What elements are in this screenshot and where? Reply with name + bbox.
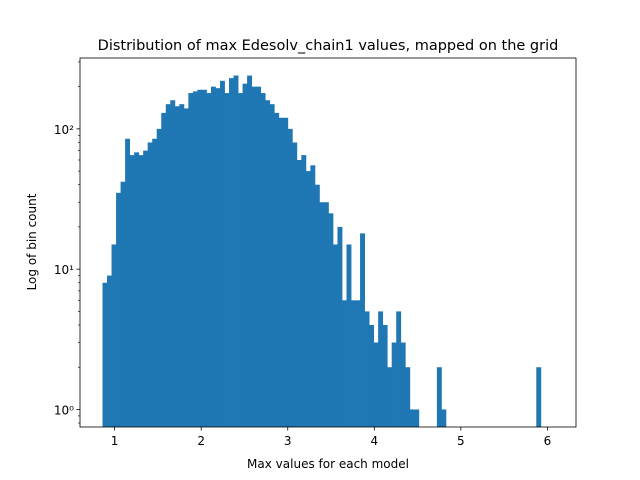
histogram-bar	[125, 138, 131, 427]
histogram-bar	[161, 112, 167, 427]
histogram-bar	[355, 300, 361, 427]
histogram-bar	[174, 106, 180, 427]
histogram-bar	[369, 325, 375, 427]
histogram-bar	[111, 244, 117, 427]
histogram-bar	[382, 325, 388, 427]
x-axis-label: Max values for each model	[247, 457, 409, 471]
histogram-bar	[179, 104, 185, 428]
histogram-bar	[387, 367, 393, 427]
histogram-bar	[116, 192, 121, 427]
histogram-bar	[436, 367, 442, 427]
histogram-bar	[346, 244, 352, 427]
histogram-bar	[278, 117, 284, 427]
histogram-bar	[296, 160, 302, 427]
histogram-bar	[143, 150, 149, 427]
x-tick-label: 5	[457, 434, 465, 448]
x-tick-label: 1	[111, 434, 119, 448]
histogram-bar	[360, 233, 365, 427]
histogram-bar	[319, 202, 325, 427]
histogram-bar	[188, 93, 194, 427]
histogram-bar	[373, 342, 379, 427]
histogram-bar	[301, 155, 307, 427]
histogram-bar	[215, 88, 221, 428]
histogram-bar	[332, 244, 338, 427]
histogram-bar	[269, 104, 275, 428]
histogram-bars	[102, 75, 542, 428]
x-tick-label: 2	[197, 434, 205, 448]
histogram-bar	[310, 165, 316, 428]
histogram-bar	[138, 155, 144, 427]
histogram-bar	[210, 86, 216, 427]
histogram-bar	[414, 409, 420, 427]
plot-frame	[79, 57, 577, 428]
histogram-bar	[238, 93, 243, 427]
histogram-bar	[305, 171, 311, 427]
histogram-bar	[260, 93, 266, 427]
histogram-bar	[224, 93, 230, 427]
histogram-bar	[107, 275, 112, 427]
histogram-bar	[283, 117, 289, 427]
histogram-bar	[328, 213, 334, 427]
histogram-bar	[405, 367, 411, 427]
histogram-bar	[536, 367, 542, 427]
histogram-bar	[147, 142, 153, 427]
histogram-bar	[129, 155, 135, 427]
histogram-bar	[170, 100, 176, 427]
histogram-bar	[233, 75, 239, 427]
histogram-bar	[134, 152, 140, 427]
histogram-bar	[247, 75, 253, 427]
y-tick-label: 10²	[54, 123, 74, 137]
histogram-bar	[400, 342, 406, 427]
histogram-bar	[102, 282, 108, 427]
histogram-bar	[287, 128, 293, 427]
histogram-bar	[152, 138, 158, 427]
histogram-bar	[229, 78, 234, 428]
histogram-bar	[251, 86, 257, 427]
histogram-bar	[265, 100, 271, 427]
histogram-bar	[378, 311, 384, 427]
histogram-bar	[396, 311, 402, 427]
histogram-bar	[165, 104, 171, 428]
histogram-bar	[292, 142, 298, 427]
histogram-bar	[242, 83, 248, 428]
histogram-bar	[274, 112, 280, 427]
y-axis-label: Log of bin count	[25, 193, 39, 290]
histogram-bar	[364, 311, 370, 427]
histogram-bar	[156, 128, 162, 427]
histogram-bar	[314, 184, 320, 427]
histogram-bar	[337, 226, 343, 427]
histogram-bar	[256, 86, 262, 427]
x-tick-label: 3	[284, 434, 292, 448]
histogram-bar	[441, 409, 447, 427]
histogram-bar	[323, 202, 329, 427]
x-tick-label: 6	[544, 434, 552, 448]
histogram-bar	[206, 93, 212, 427]
histogram-bar	[391, 342, 397, 427]
y-tick-label: 10⁰	[54, 403, 74, 417]
chart-title: Distribution of max Edesolv_chain1 value…	[98, 38, 559, 54]
y-tick-label: 10¹	[54, 263, 74, 277]
histogram-bar	[409, 409, 415, 427]
histogram-bar	[201, 89, 207, 427]
histogram-bar	[183, 108, 189, 428]
histogram-bar	[341, 300, 347, 427]
histogram-bar	[120, 181, 126, 427]
x-tick-label: 4	[370, 434, 378, 448]
histogram-bar	[192, 91, 198, 427]
histogram-bar	[219, 80, 225, 427]
histogram-bar	[351, 300, 356, 427]
histogram-bar	[197, 89, 203, 427]
axes: 1 2 3 4 5 6 10⁰ 10¹ 10²	[54, 57, 577, 448]
